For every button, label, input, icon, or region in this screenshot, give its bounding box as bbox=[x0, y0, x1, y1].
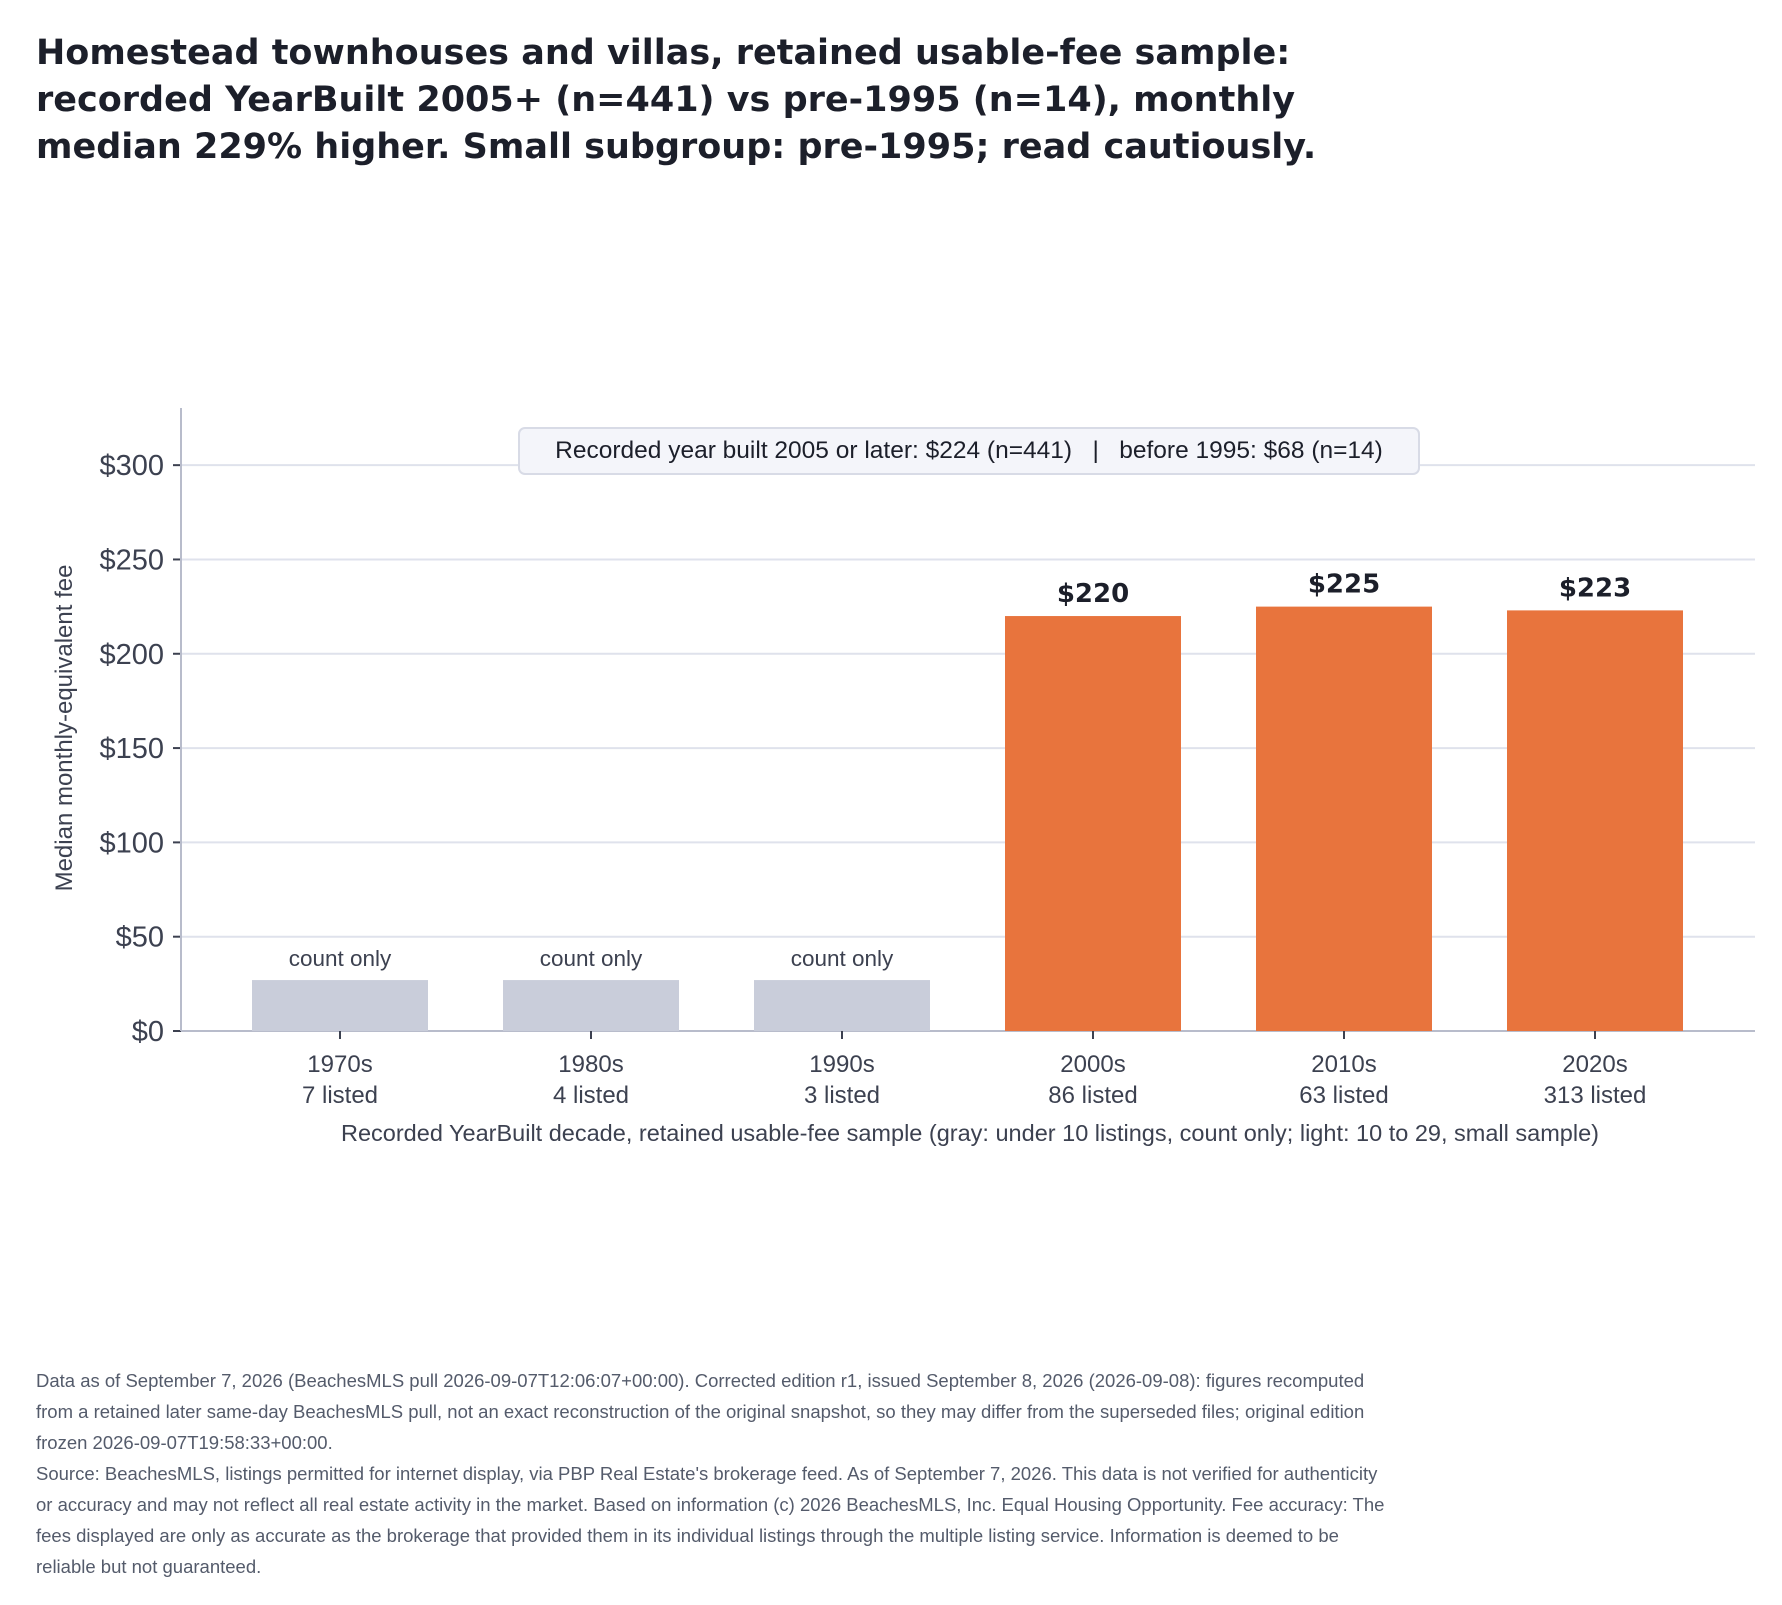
x-tick-label: 1980s bbox=[558, 1051, 623, 1078]
bar-value-label: count only bbox=[289, 946, 392, 971]
x-tick-count-label: 63 listed bbox=[1299, 1082, 1388, 1109]
bar-value-label: count only bbox=[540, 946, 643, 971]
bar bbox=[1507, 610, 1683, 1031]
legend-text: Recorded year built 2005 or later: $224 … bbox=[555, 437, 1383, 464]
axes: $0 $50 $100 $150 $200 $250 $300 bbox=[99, 408, 1755, 1048]
x-tick-count-label: 3 listed bbox=[804, 1082, 880, 1109]
y-tick-label: $100 bbox=[99, 827, 164, 859]
y-tick-label: $200 bbox=[99, 639, 164, 671]
x-tick-label: 1990s bbox=[809, 1051, 874, 1078]
x-tick-label: 2000s bbox=[1060, 1051, 1125, 1078]
bar-chart: $0 $50 $100 $150 $200 $250 $300 count only 1970… bbox=[51, 408, 1755, 1146]
bar bbox=[503, 980, 679, 1031]
legend-box: Recorded year built 2005 or later: $224 … bbox=[518, 427, 1420, 475]
y-tick-label: $0 bbox=[132, 1016, 164, 1048]
data-note: Data as of September 7, 2026 (BeachesMLS… bbox=[36, 1370, 1365, 1453]
x-tick-count-label: 7 listed bbox=[302, 1082, 378, 1109]
x-tick-count-label: 86 listed bbox=[1048, 1082, 1137, 1109]
bar bbox=[1005, 616, 1181, 1031]
x-tick-label: 1970s bbox=[307, 1051, 372, 1078]
x-tick-count-label: 4 listed bbox=[553, 1082, 629, 1109]
source-note: Source: BeachesMLS, listings permitted f… bbox=[36, 1463, 1385, 1577]
y-tick-label: $50 bbox=[116, 922, 164, 954]
y-tick-label: $150 bbox=[99, 733, 164, 765]
bar-value-label: $223 bbox=[1559, 573, 1631, 603]
labels: count only 1970s 7 listed count only 1980s 4 … bbox=[289, 570, 1647, 1109]
y-tick-label: $250 bbox=[99, 544, 164, 576]
bar-value-label: $225 bbox=[1308, 570, 1380, 600]
x-tick-label: 2010s bbox=[1311, 1051, 1376, 1078]
x-tick-label: 2020s bbox=[1562, 1051, 1627, 1078]
x-tick-count-label: 313 listed bbox=[1544, 1082, 1647, 1109]
bar-value-label: count only bbox=[791, 946, 894, 971]
bar bbox=[754, 980, 930, 1031]
bars bbox=[252, 606, 1683, 1031]
y-axis-title: Median monthly-equivalent fee bbox=[51, 565, 78, 892]
bar-value-label: $220 bbox=[1057, 579, 1129, 609]
x-axis-title: Recorded YearBuilt decade, retained usab… bbox=[341, 1120, 1599, 1146]
bar bbox=[1256, 606, 1432, 1031]
bar bbox=[252, 980, 428, 1031]
grid-lines bbox=[181, 464, 1755, 938]
chart-title: Homestead townhouses and villas, retaine… bbox=[36, 33, 1317, 167]
y-tick-label: $300 bbox=[99, 450, 164, 482]
